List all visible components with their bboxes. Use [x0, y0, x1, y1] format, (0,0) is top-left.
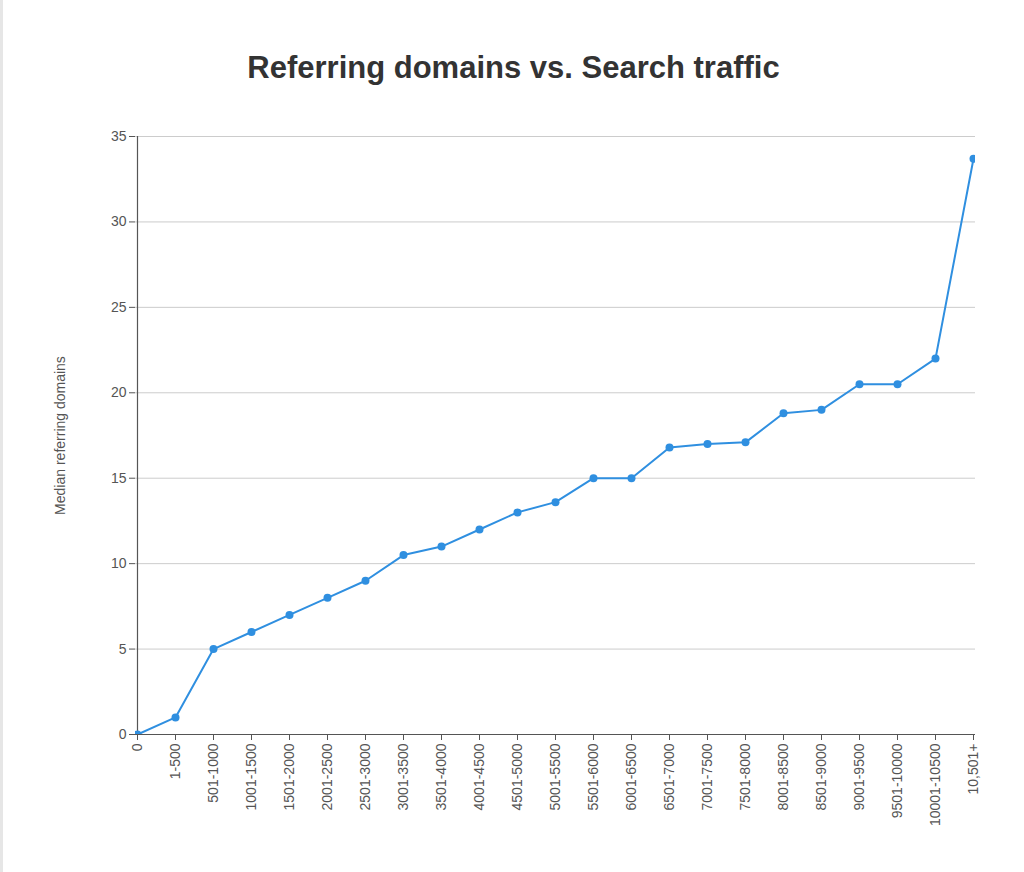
svg-text:5001-5500: 5001-5500: [547, 743, 563, 810]
svg-text:4501-5000: 4501-5000: [509, 743, 525, 810]
svg-text:15: 15: [111, 470, 127, 486]
svg-text:9501-10000: 9501-10000: [889, 743, 905, 818]
svg-text:25: 25: [111, 299, 127, 315]
svg-text:0: 0: [119, 726, 127, 742]
svg-text:1501-2000: 1501-2000: [281, 743, 297, 810]
svg-text:501-1000: 501-1000: [205, 743, 221, 802]
svg-text:5501-6000: 5501-6000: [585, 743, 601, 810]
svg-text:9001-9500: 9001-9500: [851, 743, 867, 810]
svg-text:5: 5: [119, 641, 127, 657]
svg-text:6501-7000: 6501-7000: [661, 743, 677, 810]
svg-text:35: 35: [111, 128, 127, 144]
svg-text:2001-2500: 2001-2500: [319, 743, 335, 810]
svg-text:4001-4500: 4001-4500: [471, 743, 487, 810]
svg-text:8501-9000: 8501-9000: [813, 743, 829, 810]
svg-text:10: 10: [111, 555, 127, 571]
svg-text:20: 20: [111, 384, 127, 400]
svg-text:1-500: 1-500: [167, 743, 183, 779]
svg-text:7501-8000: 7501-8000: [737, 743, 753, 810]
svg-text:Median referring domains: Median referring domains: [52, 356, 68, 515]
svg-text:6001-6500: 6001-6500: [623, 743, 639, 810]
svg-text:10,501+: 10,501+: [965, 744, 981, 795]
svg-text:1001-1500: 1001-1500: [243, 743, 259, 810]
svg-text:10001-10500: 10001-10500: [927, 743, 943, 826]
svg-text:8001-8500: 8001-8500: [775, 743, 791, 810]
svg-text:30: 30: [111, 213, 127, 229]
html-text:Referring domains vs. Search t: Referring domains vs. Search traffic: [247, 50, 780, 85]
svg-text:3501-4000: 3501-4000: [433, 743, 449, 810]
svg-text:3001-3500: 3001-3500: [395, 743, 411, 810]
svg-text:7001-7500: 7001-7500: [699, 743, 715, 810]
svg-text:2501-3000: 2501-3000: [357, 743, 373, 810]
svg-text:0: 0: [129, 743, 145, 751]
